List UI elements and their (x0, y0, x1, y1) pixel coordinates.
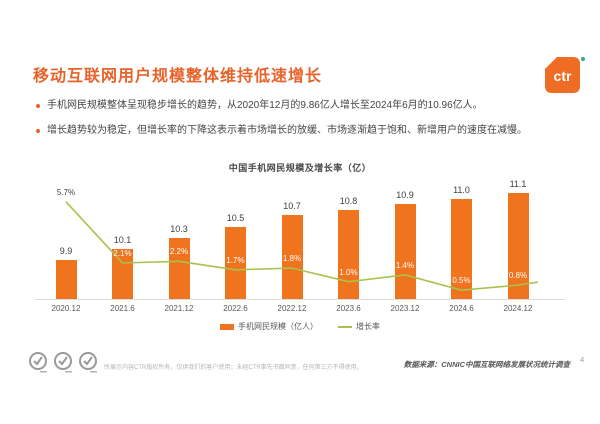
x-axis-label: 2021.6 (110, 304, 135, 313)
legend-label: 手机网民规模（亿人） (238, 322, 318, 331)
rate-label: 1.4% (395, 260, 415, 270)
bullet-item: 手机网民规模整体呈现稳步增长的趋势，从2020年12月的9.86亿人增长至202… (36, 99, 581, 113)
bullet-item: 增长趋势较为稳定，但增长率的下降这表示着市场增长的放缓、市场逐渐趋于饱和、新增用… (36, 124, 581, 138)
rate-label: 5.7% (56, 187, 76, 197)
copyright-disclaimer: 所展示内容CTR版权所有，仅供我们的客户使用；未经CTR事先书面同意，任何第三方… (104, 365, 363, 371)
bullet-dot-icon (36, 129, 40, 133)
legend-label: 增长率 (356, 322, 380, 331)
x-axis-label: 2021.12 (164, 304, 194, 313)
bar-value-label: 10.1 (113, 235, 132, 245)
legend-bar-swatch-icon (220, 323, 234, 330)
growth-rate-line (65, 201, 539, 291)
x-axis-label: 2020.12 (51, 304, 81, 313)
rate-label: 1.8% (282, 254, 302, 264)
legend-line-swatch-icon (338, 325, 352, 328)
page-title: 移动互联网用户规模整体维持低速增长 (33, 68, 323, 85)
rate-label: 0.5% (452, 276, 471, 286)
bar-2022.6 (225, 227, 246, 299)
ctr-logo-icon: ctr (545, 57, 585, 93)
legend-item: 手机网民规模（亿人） (220, 321, 318, 332)
data-source: 数据来源：CNNIC中国互联网络发展状况统计调查 (403, 360, 570, 369)
rate-label: 2.1% (113, 249, 132, 258)
bullet-list: 手机网民规模整体呈现稳步增长的趋势，从2020年12月的9.86亿人增长至202… (36, 99, 581, 149)
chart-legend: 手机网民规模（亿人） 增长率 (35, 321, 565, 332)
x-axis-label: 2023.6 (336, 304, 361, 313)
bar-value-label: 10.9 (396, 190, 414, 200)
chart-title: 中国手机网民规模及增长率（亿） (228, 163, 372, 173)
x-axis-label: 2022.6 (223, 304, 248, 313)
bar-value-label: 10.3 (170, 224, 188, 234)
bar-2022.12 (281, 215, 303, 299)
bar-2024.12 (507, 193, 529, 299)
bullet-dot-icon (36, 104, 40, 108)
bullet-text: 手机网民规模整体呈现稳步增长的趋势，从2020年12月的9.86亿人增长至202… (47, 100, 483, 111)
bullet-text: 增长趋势较为稳定，但增长率的下降这表示着市场增长的放缓、市场逐渐趋于饱和、新增用… (47, 125, 527, 136)
certification-stamps (28, 350, 100, 378)
stamp-check-icon (29, 352, 47, 373)
logo-green-dot (581, 57, 585, 61)
bar-2024.6 (451, 199, 472, 299)
bar-2020.12 (55, 260, 77, 299)
bar-value-label: 10.8 (339, 196, 358, 206)
ctr-logo: ctr (542, 55, 586, 97)
logo-text: ctr (554, 68, 572, 84)
rate-label: 1.7% (226, 255, 245, 265)
x-axis-label: 2023.12 (390, 304, 420, 313)
stamp-check-icon (54, 352, 72, 373)
bar-value-label: 10.5 (226, 213, 245, 223)
bar-2021.12 (168, 238, 190, 299)
stamp-check-icon (79, 352, 97, 373)
legend-item: 增长率 (338, 321, 380, 332)
x-axis-label: 2024.12 (503, 304, 533, 313)
combo-chart: 中国手机网民规模及增长率（亿） 9.9 10.1 10.3 10.5 10.7 10.8 1… (35, 161, 565, 337)
x-axis-label: 2024.6 (449, 304, 474, 313)
bar-value-label: 11.0 (453, 185, 470, 195)
bar-value-label: 10.7 (283, 201, 301, 211)
rate-label: 0.8% (508, 271, 528, 281)
rate-label: 1.0% (339, 267, 358, 277)
x-axis-line (35, 299, 565, 300)
bar-2023.6 (338, 210, 359, 299)
bar-2021.6 (112, 249, 133, 299)
bar-value-label: 9.9 (59, 246, 73, 256)
bar-value-label: 11.1 (509, 179, 527, 189)
rate-label: 2.2% (169, 247, 189, 257)
chart-plot-area: 9.9 10.1 10.3 10.5 10.7 10.8 10.9 11.0 11.1 5.7% 2… (35, 179, 565, 299)
x-axis-label: 2022.12 (277, 304, 307, 313)
page-number: 4 (580, 355, 585, 364)
